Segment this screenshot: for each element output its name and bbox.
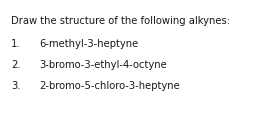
Text: 3.: 3. [11, 81, 21, 91]
Text: 1.: 1. [11, 39, 21, 49]
Text: Draw the structure of the following alkynes:: Draw the structure of the following alky… [11, 16, 230, 26]
Text: 2-bromo-5-chloro-3-heptyne: 2-bromo-5-chloro-3-heptyne [39, 81, 180, 91]
Text: 3-bromo-3-ethyl-4-octyne: 3-bromo-3-ethyl-4-octyne [39, 60, 167, 70]
Text: 6-methyl-3-heptyne: 6-methyl-3-heptyne [39, 39, 138, 49]
Text: 2.: 2. [11, 60, 21, 70]
